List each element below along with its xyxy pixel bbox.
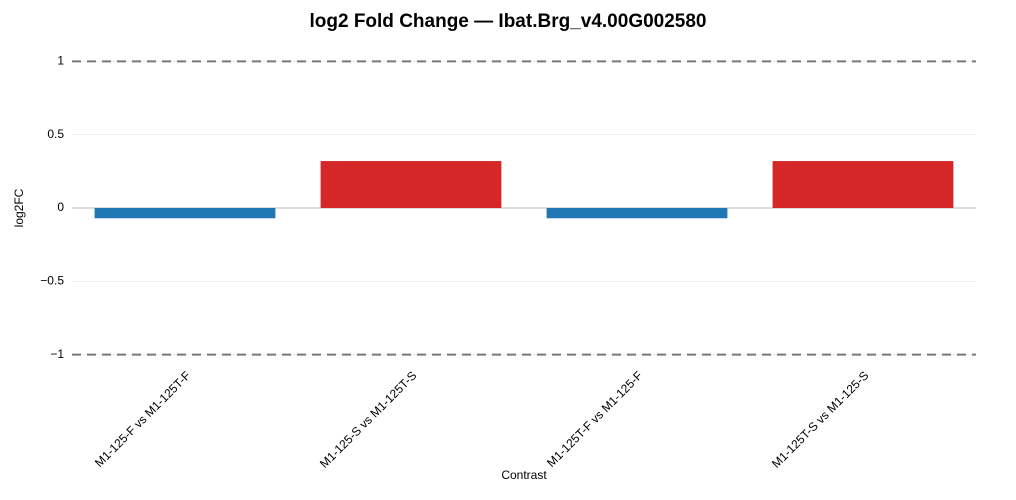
x-tick-label: M1-125-S vs M1-125T-S	[317, 368, 419, 470]
x-tick-label: M1-125T-F vs M1-125-F	[544, 368, 645, 469]
y-tick-label: −1	[50, 347, 64, 361]
bar	[772, 161, 954, 208]
y-tick-label: 0	[57, 200, 64, 214]
bar	[94, 208, 276, 219]
y-axis-label: log2FC	[12, 188, 26, 227]
x-axis-label: Contrast	[501, 468, 547, 482]
x-tick-label: M1-125T-S vs M1-125-S	[769, 368, 871, 470]
bar	[546, 208, 728, 219]
y-tick-label: 0.5	[47, 127, 64, 141]
x-tick-label: M1-125-F vs M1-125T-F	[92, 368, 193, 469]
bar	[320, 161, 502, 208]
chart-title: log2 Fold Change — Ibat.Brg_v4.00G002580	[309, 11, 706, 32]
y-tick-label: 1	[57, 54, 64, 68]
y-tick-label: −0.5	[40, 274, 64, 288]
